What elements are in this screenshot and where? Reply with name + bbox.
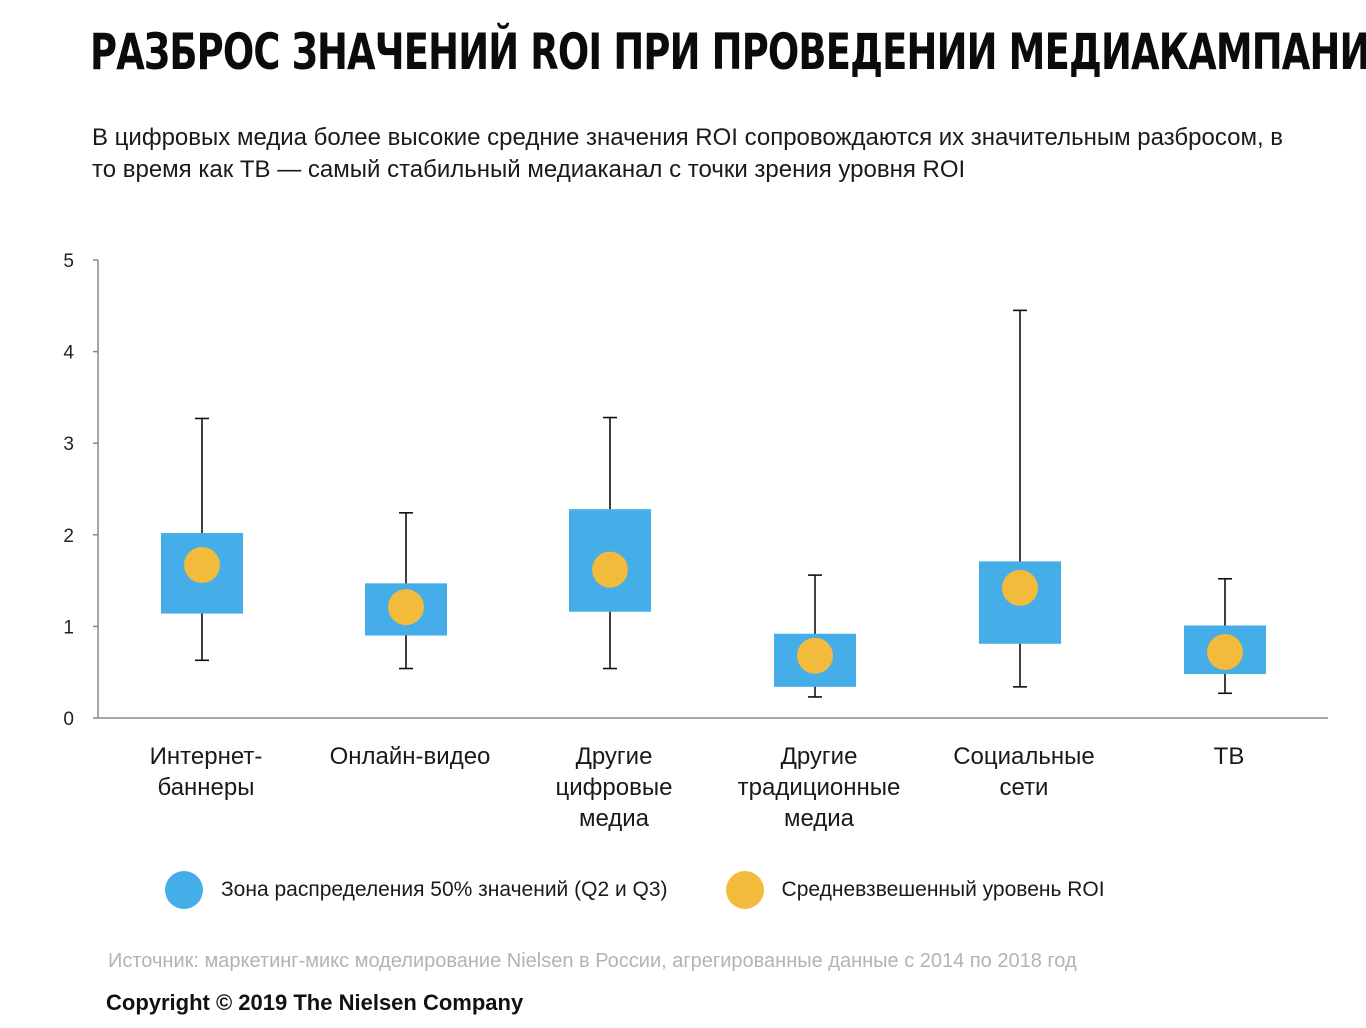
legend-label-box: Зона распределения 50% значений (Q2 и Q3… bbox=[221, 878, 668, 901]
y-tick-label: 1 bbox=[63, 617, 74, 638]
mean-dot bbox=[797, 637, 833, 674]
box-group bbox=[161, 417, 243, 662]
y-tick-label: 3 bbox=[63, 434, 74, 455]
box-group bbox=[569, 416, 651, 670]
legend-item-mean: Средневзвешенный уровень ROI bbox=[725, 871, 1105, 909]
category-label: Социальные сети bbox=[953, 743, 1095, 801]
chart-axes: 0 1 2 3 4 5 bbox=[63, 251, 1328, 730]
box-group bbox=[774, 574, 856, 698]
page-subtitle: В цифровых медиа более высокие средние з… bbox=[92, 124, 1284, 183]
category-label-line: сети bbox=[1000, 774, 1049, 801]
category-label: Интернет-баннеры bbox=[150, 743, 263, 801]
legend-item-box: Зона распределения 50% значений (Q2 и Q3… bbox=[165, 871, 668, 909]
mean-dot bbox=[1002, 569, 1038, 606]
category-label-line: ТВ bbox=[1214, 743, 1245, 770]
y-tick-label: 0 bbox=[63, 709, 74, 730]
mean-dot bbox=[1207, 634, 1243, 671]
y-tick-label: 4 bbox=[63, 343, 74, 364]
box-group bbox=[365, 512, 447, 670]
chart-category-labels: Интернет-баннеры Онлайн-видео Другие цифров… bbox=[150, 743, 1245, 832]
legend-swatch-mean bbox=[725, 871, 764, 909]
category-label-line: баннеры bbox=[158, 774, 255, 801]
category-label-line: Другие bbox=[781, 743, 858, 770]
box-group bbox=[1184, 577, 1266, 695]
page-title: РАЗБРОС ЗНАЧЕНИЙ ROI ПРИ ПРОВЕДЕНИИ МЕДИ… bbox=[90, 23, 1366, 81]
category-label: ТВ bbox=[1214, 743, 1245, 770]
category-label-line: медиа bbox=[579, 805, 650, 832]
y-tick-label: 5 bbox=[63, 251, 74, 272]
box-group bbox=[979, 309, 1061, 688]
category-label-line: Интернет- bbox=[150, 743, 263, 770]
chart-legend: Зона распределения 50% значений (Q2 и Q3… bbox=[165, 870, 1105, 910]
roi-boxplot-chart: 0 1 2 3 4 5 Интернет-баннеры Онлайн-видео Други… bbox=[63, 251, 1328, 832]
category-label-line: Социальные bbox=[953, 743, 1095, 770]
category-label: Другие цифровые медиа bbox=[556, 743, 673, 832]
category-label-line: Онлайн-видео bbox=[330, 743, 491, 770]
mean-dot bbox=[592, 551, 628, 588]
copyright-note: Copyright © 2019 The Nielsen Company bbox=[106, 990, 524, 1015]
category-label-line: традиционные bbox=[738, 774, 901, 801]
category-label: Другие традиционные медиа bbox=[738, 743, 901, 832]
chart-marks bbox=[161, 309, 1266, 698]
mean-dot bbox=[184, 547, 220, 584]
source-note: Источник: маркетинг-микс моделирование N… bbox=[108, 950, 1077, 972]
category-label-line: Другие bbox=[576, 743, 653, 770]
category-label-line: цифровые bbox=[556, 774, 673, 801]
legend-label-mean: Средневзвешенный уровень ROI bbox=[781, 878, 1105, 901]
mean-dot bbox=[388, 589, 424, 626]
category-label: Онлайн-видео bbox=[330, 743, 491, 770]
y-tick-label: 2 bbox=[63, 526, 74, 547]
legend-swatch-box bbox=[165, 871, 203, 909]
category-label-line: медиа bbox=[784, 805, 855, 832]
